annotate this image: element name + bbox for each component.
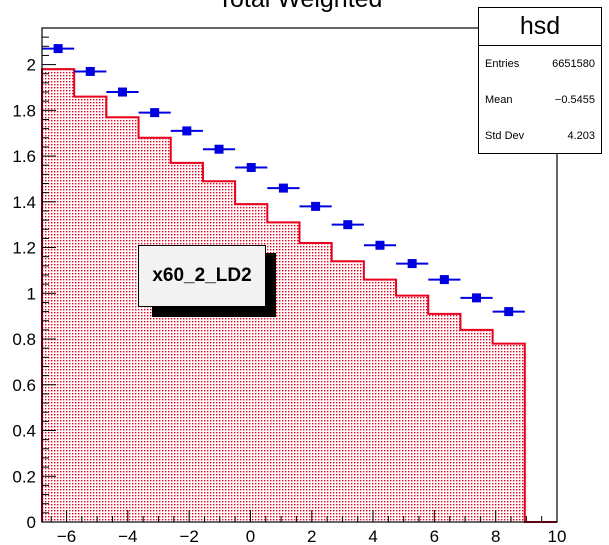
histogram-bin — [492, 343, 525, 522]
data-marker — [343, 220, 353, 230]
x-tick-label: −6 — [57, 527, 76, 545]
axes: −6 −4 −2 0 2 4 6 8 10 0 0.2 0.4 0.6 0.8 1 1.2 1.4 1.6 1.8 2 — [12, 27, 567, 545]
stats-box: hsd Entries 6651580 Mean −0.5455 Std Dev… — [478, 7, 602, 154]
histogram-bin — [428, 313, 461, 522]
y-tick-label: 1.2 — [12, 239, 36, 258]
stats-row-stddev: Std Dev 4.203 — [479, 118, 601, 154]
data-markers — [42, 44, 525, 317]
y-tick-label: 2 — [27, 56, 36, 75]
data-marker — [85, 66, 95, 76]
stats-row-entries: Entries 6651580 — [479, 46, 601, 82]
data-marker — [407, 259, 417, 269]
histogram-bin — [170, 162, 203, 522]
y-tick-label: 1 — [27, 284, 36, 303]
x-tick-label: 2 — [307, 527, 316, 545]
stats-label: Mean — [485, 94, 513, 106]
data-marker — [472, 293, 482, 303]
stats-value: 6651580 — [552, 58, 595, 70]
data-marker — [278, 183, 288, 193]
stats-label: Std Dev — [485, 130, 525, 142]
x-tick-label: 8 — [491, 527, 500, 545]
dataset-label: x60_2_LD2 — [138, 245, 266, 307]
stats-value: −0.5455 — [554, 94, 595, 106]
histogram-bin — [460, 329, 493, 522]
histogram-bin — [363, 279, 397, 522]
histogram-bin — [42, 69, 75, 523]
y-tick-label: 0.8 — [12, 330, 36, 349]
stats-row-mean: Mean −0.5455 — [479, 82, 601, 118]
histogram-bin — [106, 117, 139, 522]
histogram-bin — [299, 242, 332, 522]
data-marker — [311, 201, 321, 211]
x-tick-label: 0 — [246, 527, 255, 545]
y-tick-label: 0 — [27, 513, 36, 532]
histogram-bin — [202, 181, 236, 522]
data-marker — [439, 275, 449, 285]
data-marker — [53, 44, 63, 54]
data-marker — [214, 144, 224, 154]
stats-title: hsd — [479, 8, 601, 46]
x-tick-label: 4 — [368, 527, 377, 545]
histogram-bin — [396, 295, 429, 522]
data-marker — [246, 163, 256, 173]
x-tick-label: 6 — [430, 527, 439, 545]
y-tick-label: 1.8 — [12, 101, 36, 120]
chart-title: Total Weighted — [218, 0, 383, 13]
stats-value: 4.203 — [567, 130, 595, 142]
y-tick-label: 1.4 — [12, 193, 36, 212]
data-marker — [150, 108, 160, 118]
histogram-outline — [41, 68, 557, 523]
x-tick-label: −4 — [118, 527, 137, 545]
x-tick-label: −2 — [179, 527, 198, 545]
data-marker — [117, 87, 127, 97]
histogram-bin — [74, 96, 107, 522]
y-tick-label: 0.4 — [12, 422, 36, 441]
data-marker — [504, 307, 514, 317]
y-tick-label: 0.2 — [12, 467, 36, 486]
stats-label: Entries — [485, 58, 520, 70]
y-tick-label: 0.6 — [12, 376, 36, 395]
data-marker — [182, 126, 192, 136]
y-tick-label: 1.6 — [12, 147, 36, 166]
data-marker — [375, 240, 385, 250]
histogram-bin — [138, 137, 171, 522]
histogram-bin — [331, 261, 364, 522]
x-tick-label: 10 — [548, 527, 567, 545]
